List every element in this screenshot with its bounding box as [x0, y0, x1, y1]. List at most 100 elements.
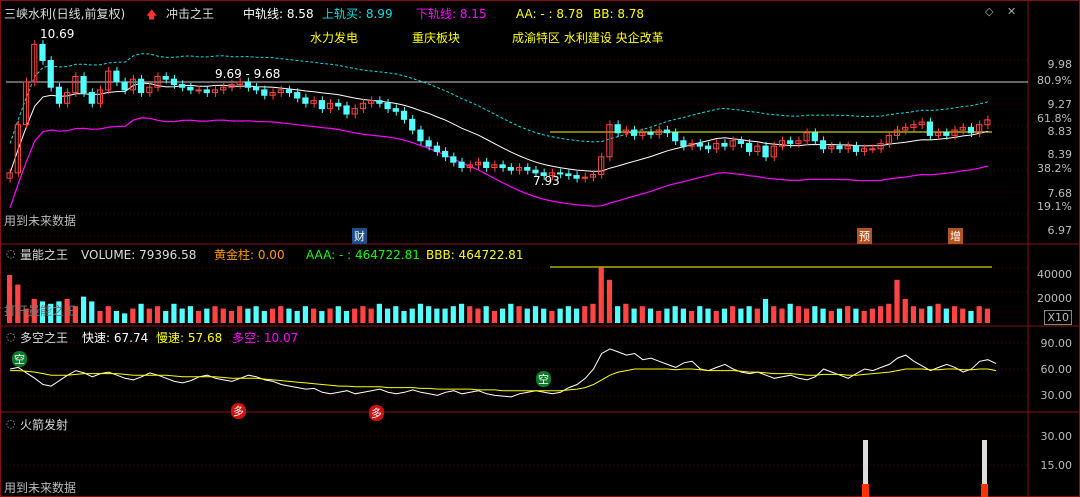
aa-label: AA: - : 8.78 — [516, 7, 584, 21]
volume-bar — [7, 275, 13, 323]
volume-bar — [795, 306, 802, 323]
volume-bar — [639, 306, 645, 323]
candle — [877, 142, 884, 150]
price-axis-927: 9.27 — [1047, 98, 1073, 111]
candle — [137, 78, 145, 94]
volume-bar — [910, 306, 917, 323]
candle — [639, 132, 646, 136]
volume-bar — [237, 306, 243, 323]
candle — [721, 142, 728, 147]
volume-bar — [171, 303, 177, 323]
upper-band-label: 上轨买: 8.99 — [322, 7, 393, 21]
candle — [704, 145, 712, 150]
volume-bar — [450, 306, 456, 323]
volume-bar — [976, 306, 982, 323]
candle — [491, 164, 498, 169]
high-price-note: 10.69 — [40, 27, 75, 41]
settings-icon[interactable]: ◌ — [6, 330, 16, 343]
volume-bar — [467, 306, 473, 323]
volume-bar — [877, 306, 884, 323]
candle — [368, 100, 375, 104]
candle — [754, 145, 761, 152]
volume-bar — [582, 306, 588, 323]
volume-bar — [458, 303, 465, 323]
signal-duo-2: 多 — [369, 405, 384, 421]
volume-bar — [368, 308, 374, 323]
volume-bar — [787, 303, 793, 323]
volume-bar — [508, 303, 514, 323]
candle — [885, 134, 892, 144]
volume-bar — [212, 306, 218, 323]
candle — [565, 173, 572, 177]
volume-bar — [146, 308, 152, 323]
volume-bg-text: 打开量能之王 — [4, 304, 77, 318]
marker-increase: 增 — [948, 228, 963, 244]
price-axis-998: 9.98 — [1047, 58, 1073, 71]
candle — [253, 86, 260, 91]
candle — [425, 140, 432, 147]
candle — [507, 167, 514, 171]
settings-icon[interactable]: ◌ — [6, 417, 16, 430]
price-axis-883: 8.83 — [1047, 125, 1073, 138]
candle — [606, 124, 613, 158]
volume-bar — [294, 311, 300, 323]
volume-bar — [557, 308, 563, 323]
volume-bar — [590, 303, 596, 323]
rocket-axis-30: 30.00 — [1040, 430, 1073, 443]
volume-bar — [442, 308, 448, 323]
volume-bar — [960, 308, 966, 323]
volume-bar — [122, 313, 128, 323]
candle — [474, 161, 482, 166]
candle — [902, 126, 909, 131]
volume-title: 量能之王 — [20, 248, 69, 262]
candle — [14, 124, 21, 174]
future-data-note: 用到未来数据 — [4, 214, 77, 228]
candle — [121, 81, 128, 91]
candle — [499, 164, 506, 169]
volume-bar — [812, 306, 818, 323]
volume-bar — [286, 308, 292, 323]
candle — [622, 129, 629, 134]
volume-bar — [113, 311, 120, 323]
close-icon[interactable]: ✕ — [1007, 5, 1017, 18]
diamond-icon[interactable]: ◇ — [985, 5, 994, 18]
candle — [795, 140, 802, 144]
rocket-title: 火箭发射 — [20, 418, 69, 432]
volume-bar — [56, 301, 62, 323]
volume-bar — [869, 308, 875, 323]
volume-bar — [245, 308, 251, 323]
volume-bar — [483, 306, 489, 323]
volume-value: VOLUME: 79396.58 — [81, 248, 197, 262]
volume-bar — [15, 284, 21, 323]
candle — [787, 140, 794, 144]
candle — [573, 175, 580, 179]
settings-icon[interactable]: ◌ — [6, 247, 16, 260]
volume-bar — [195, 311, 202, 323]
volume-bar — [606, 279, 613, 323]
candle — [540, 172, 547, 177]
slow-line — [10, 368, 997, 392]
candle — [31, 43, 38, 83]
candle — [819, 140, 827, 150]
candle — [129, 78, 136, 91]
volume-bar — [968, 311, 974, 323]
volume-bar — [187, 306, 193, 323]
candle — [72, 76, 79, 94]
candle — [236, 81, 243, 86]
candle — [680, 140, 687, 147]
osc-axis-30: 30.00 — [1040, 389, 1073, 402]
candle — [441, 150, 449, 158]
candle — [893, 129, 901, 136]
osc-title: 多空之王 — [20, 331, 69, 345]
candle — [170, 78, 178, 86]
candle — [918, 121, 925, 126]
candle — [294, 92, 301, 99]
candle — [195, 89, 202, 92]
volume-bar — [565, 306, 571, 323]
rocket-flame — [862, 484, 869, 497]
candle — [688, 142, 695, 147]
osc-axis-90: 90.00 — [1040, 337, 1073, 350]
volume-bar — [549, 311, 555, 323]
candle — [64, 92, 71, 104]
candle — [861, 148, 868, 152]
